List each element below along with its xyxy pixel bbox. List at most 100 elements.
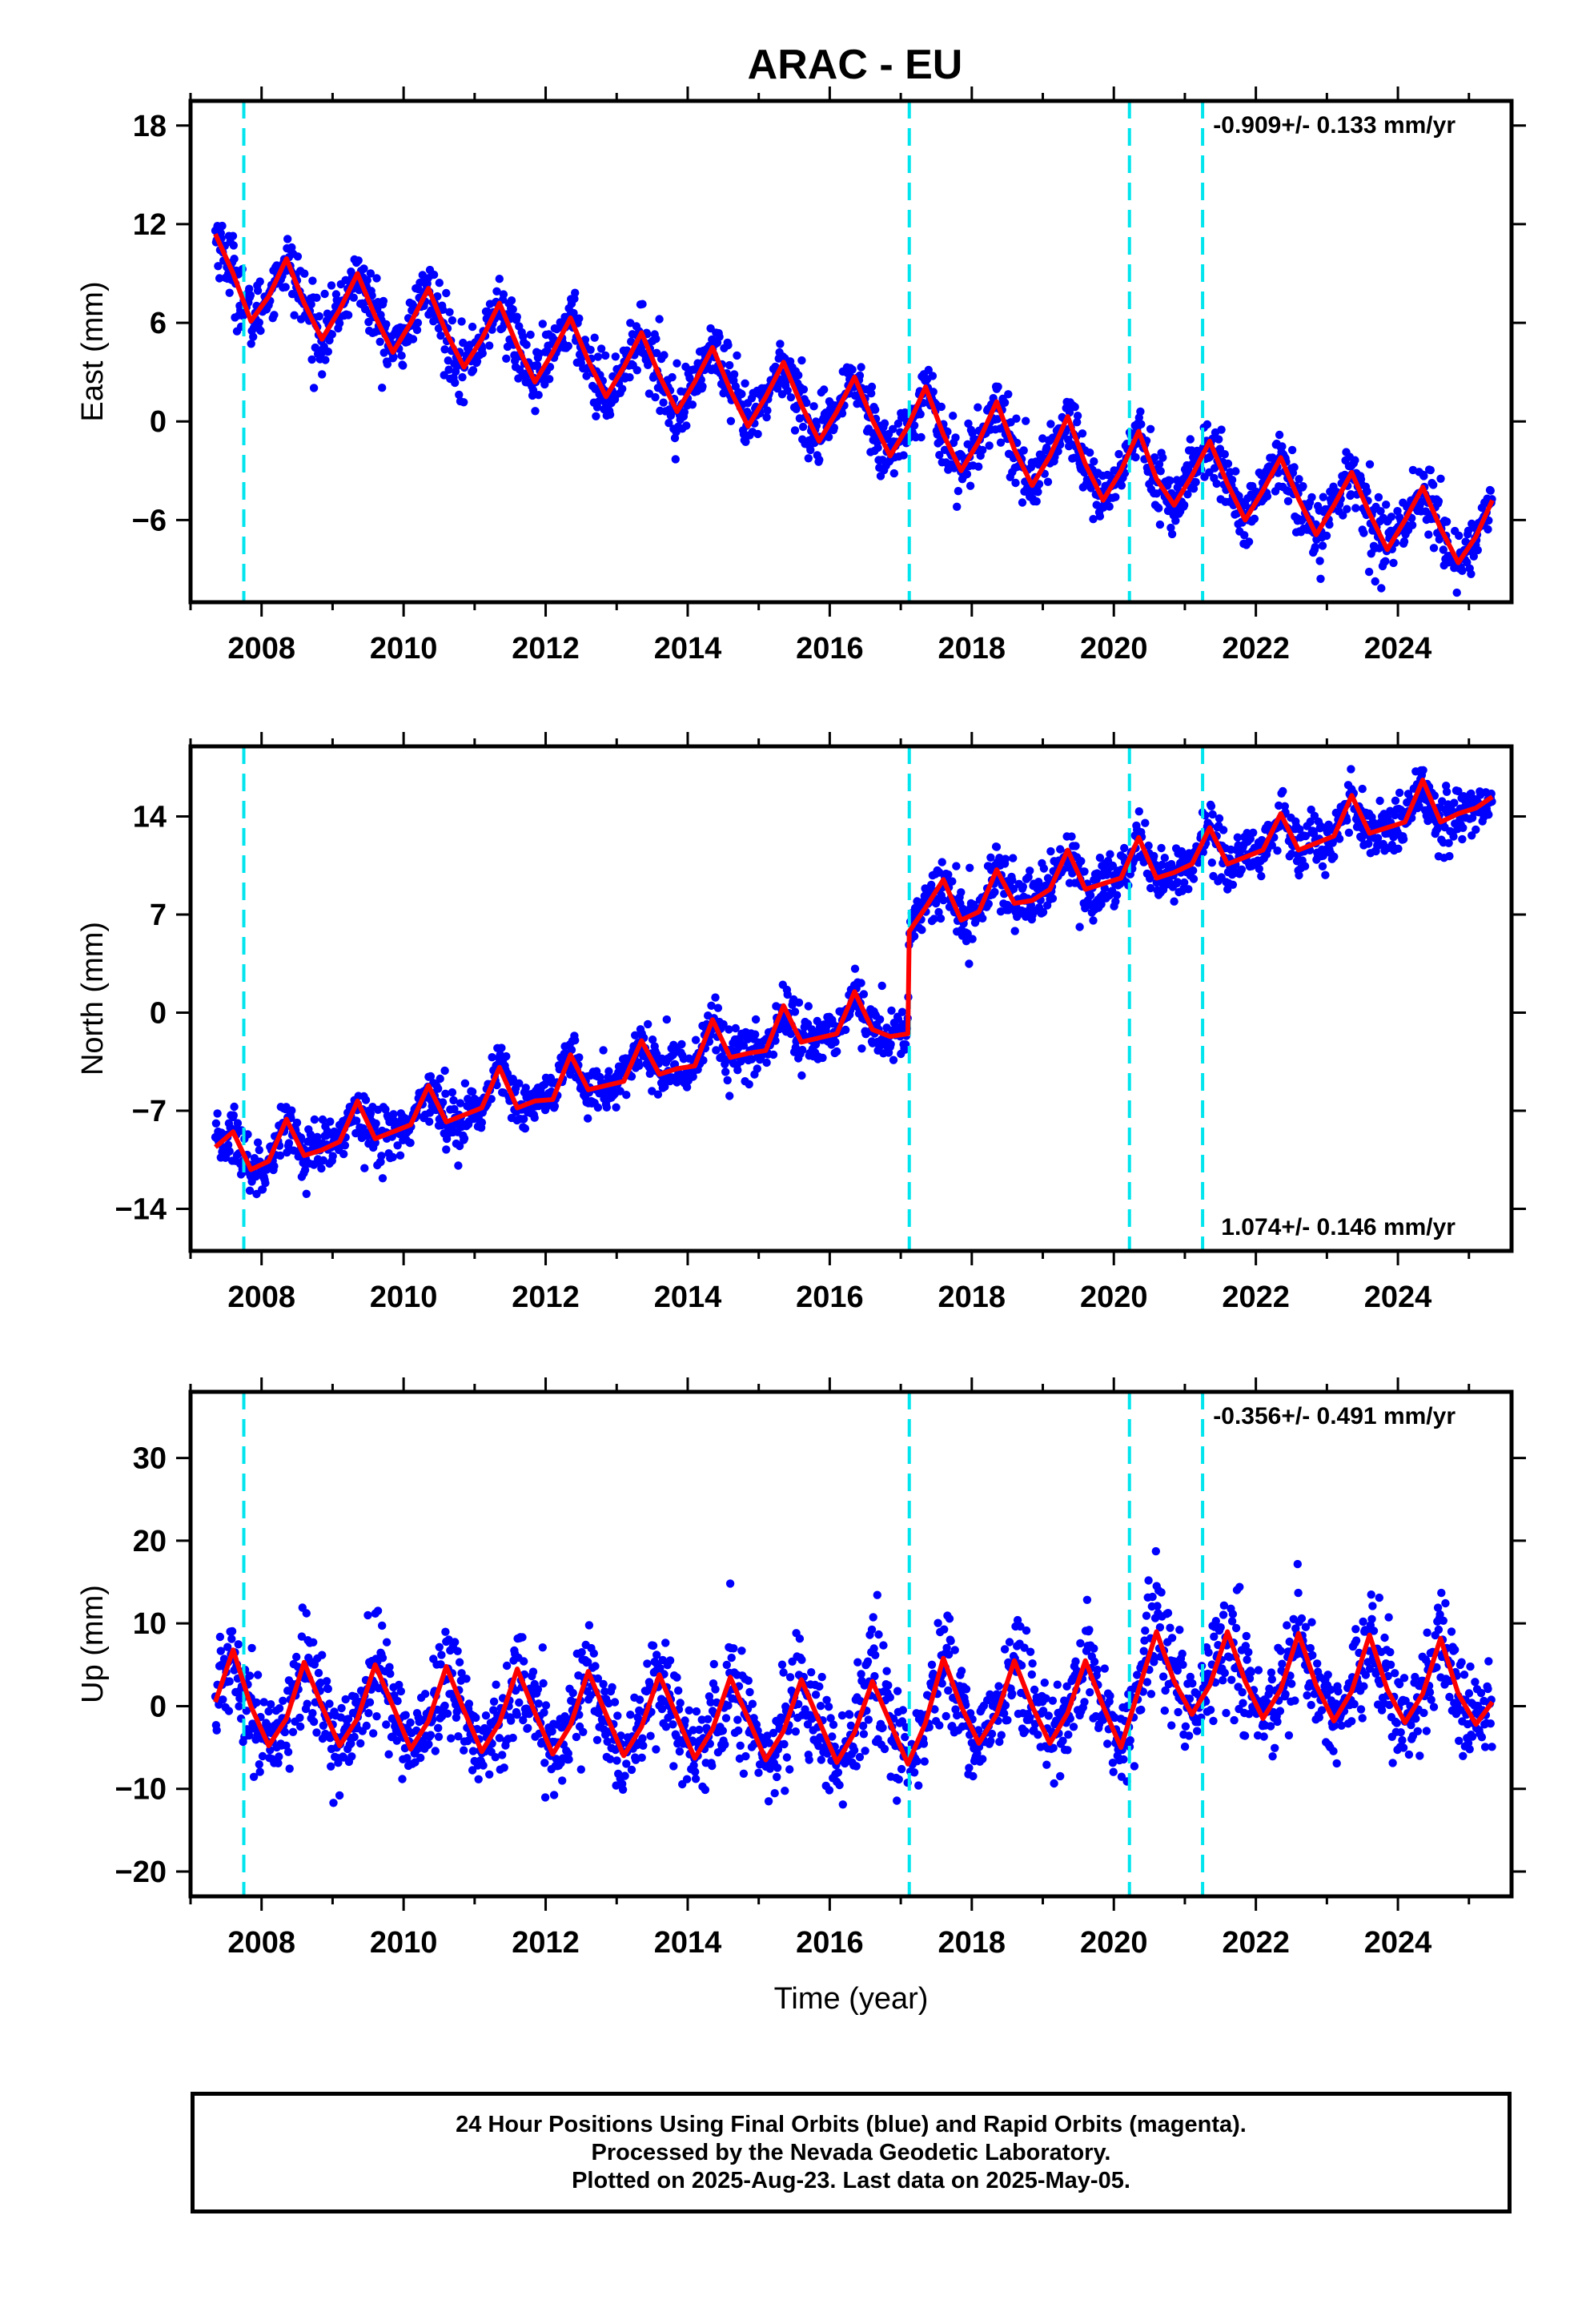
data-point	[366, 269, 375, 278]
data-point	[600, 1687, 609, 1696]
data-point	[1009, 884, 1018, 894]
data-point	[285, 1764, 294, 1773]
data-point	[426, 1072, 436, 1081]
data-point	[454, 1732, 463, 1741]
data-point	[515, 1079, 524, 1088]
data-point	[1137, 420, 1146, 428]
data-point	[321, 356, 330, 364]
data-point	[1315, 557, 1324, 565]
data-point	[454, 1161, 463, 1170]
data-point	[1032, 497, 1041, 506]
data-point	[897, 1764, 906, 1774]
data-point	[287, 290, 297, 299]
data-point	[1166, 476, 1174, 485]
data-point	[886, 1039, 895, 1049]
data-point	[550, 1102, 560, 1111]
data-point	[507, 1716, 516, 1725]
data-point	[711, 1685, 720, 1694]
data-point	[1300, 862, 1310, 870]
x-tick-label: 2010	[370, 632, 438, 665]
data-point	[564, 1755, 573, 1764]
data-point	[593, 1103, 603, 1112]
data-point	[701, 1785, 710, 1795]
data-point	[736, 1741, 745, 1750]
data-point	[631, 1031, 640, 1040]
data-point	[990, 887, 999, 897]
data-point	[1220, 450, 1230, 459]
data-point	[323, 347, 332, 356]
data-point	[495, 1734, 504, 1743]
data-point	[859, 1730, 869, 1739]
data-point	[1000, 398, 1010, 407]
data-point	[919, 1739, 929, 1748]
data-point	[936, 914, 946, 923]
data-point	[882, 1667, 891, 1675]
data-point	[1469, 552, 1479, 561]
data-point	[889, 468, 899, 478]
data-point	[477, 1118, 487, 1127]
data-point	[258, 1751, 267, 1761]
data-point	[249, 1772, 259, 1781]
data-point	[790, 1007, 800, 1016]
data-point	[764, 1797, 773, 1806]
data-point	[521, 1084, 530, 1092]
data-point	[1075, 923, 1084, 931]
data-point	[652, 348, 661, 357]
data-point	[885, 1693, 895, 1702]
data-point	[1407, 521, 1417, 529]
data-point	[468, 1088, 477, 1096]
data-point	[1250, 514, 1259, 523]
data-point	[442, 288, 451, 298]
data-point	[251, 1172, 260, 1181]
data-point	[612, 1756, 621, 1765]
data-point	[1073, 412, 1082, 420]
data-point	[1184, 465, 1193, 474]
data-point	[1089, 916, 1098, 925]
data-point	[707, 1001, 716, 1011]
data-point	[867, 1625, 877, 1634]
data-point	[633, 1713, 642, 1722]
data-point	[528, 386, 538, 395]
data-point	[613, 1711, 622, 1720]
data-point	[723, 1076, 732, 1085]
data-point	[584, 1114, 592, 1123]
data-point	[962, 469, 972, 479]
data-point	[871, 405, 880, 414]
data-point	[478, 349, 487, 358]
data-point	[592, 1735, 602, 1744]
data-point	[776, 340, 785, 348]
data-point	[1335, 834, 1344, 843]
data-point	[1442, 787, 1452, 796]
data-point	[538, 1643, 547, 1652]
data-point	[797, 356, 806, 365]
data-point	[685, 373, 694, 383]
data-point	[437, 1651, 446, 1659]
data-point	[626, 319, 635, 328]
data-point	[889, 424, 897, 433]
data-point	[620, 1771, 629, 1780]
data-point	[1419, 766, 1427, 774]
data-point	[1136, 407, 1145, 416]
data-point	[383, 360, 392, 368]
data-point	[811, 1040, 821, 1049]
data-point	[381, 1105, 390, 1114]
data-point	[378, 1621, 387, 1630]
data-point	[255, 318, 263, 327]
data-point	[1024, 873, 1033, 882]
data-point	[440, 1066, 449, 1076]
data-point	[1144, 841, 1153, 850]
data-point	[468, 1766, 477, 1775]
data-point	[721, 1740, 729, 1749]
data-point	[1026, 866, 1034, 875]
data-point	[770, 1789, 779, 1798]
data-point	[648, 1035, 657, 1044]
data-point	[228, 231, 238, 240]
data-point	[1237, 865, 1247, 875]
data-point	[289, 1146, 298, 1155]
data-point	[807, 1668, 816, 1677]
data-point	[1273, 846, 1282, 855]
data-point	[445, 308, 454, 316]
data-point	[898, 1706, 908, 1715]
x-tick-label: 2020	[1080, 1281, 1148, 1314]
data-point	[1290, 463, 1299, 472]
